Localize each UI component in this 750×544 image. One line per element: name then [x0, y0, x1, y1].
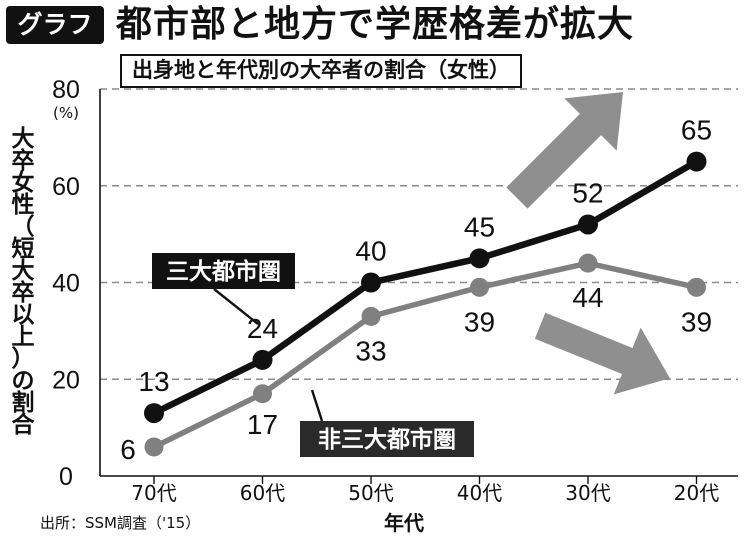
x-tick-70代: 70代 [131, 481, 176, 505]
series-1-point-4 [578, 253, 598, 273]
series-line-0 [152, 158, 699, 417]
series-0-data-label-5: 65 [681, 115, 712, 146]
series-0-point-5 [686, 151, 707, 172]
x-tick-60代: 60代 [240, 481, 285, 505]
series-1-point-5 [687, 277, 706, 297]
y-tick-20: 20 [52, 366, 80, 394]
series-1-data-label-2: 33 [355, 335, 386, 366]
series-0-data-label-3: 45 [464, 211, 495, 242]
series-0-point-3 [469, 248, 490, 269]
series-1-data-label-5: 39 [681, 306, 712, 337]
legend-urban-box [152, 253, 295, 289]
series-0-data-label-0: 13 [138, 366, 169, 397]
series-1-point-0 [144, 437, 164, 457]
series-0-point-2 [361, 272, 381, 293]
legend-urban-label: 三大都市圏 [166, 258, 281, 285]
series-1-data-label-0: 6 [120, 434, 136, 465]
legend-urban-leader [213, 288, 259, 325]
y-tick-0: 0 [59, 463, 73, 491]
series-0-point-0 [144, 403, 164, 424]
y-tick-80: 80 [52, 76, 80, 104]
legend-rural-box [300, 421, 474, 457]
legend-rural-leader [310, 389, 324, 422]
up-trend-arrow-shape [506, 91, 624, 209]
series-0-point-1 [252, 349, 273, 370]
x-tick-50代: 50代 [348, 481, 393, 505]
x-tick-30代: 30代 [565, 481, 610, 505]
series-1-point-3 [470, 277, 489, 297]
up-trend-arrow [506, 91, 624, 209]
y-axis-label: 大卒女性（短大卒以上）の割合 [11, 126, 35, 438]
y-tick-40: 40 [52, 270, 80, 298]
series-1-point-2 [361, 306, 381, 326]
y-unit-label: (%) [53, 104, 79, 122]
legend-rural-label: 非三大都市圏 [318, 426, 456, 453]
x-axis-title: 年代 [384, 511, 424, 535]
series-0-point-4 [578, 214, 598, 235]
series-1-point-1 [253, 384, 272, 404]
source-note: 出所：SSM調査（'15） [40, 514, 201, 532]
x-tick-20代: 20代 [674, 481, 719, 505]
series-1-data-label-3: 39 [464, 306, 495, 337]
series-1-data-label-1: 17 [247, 409, 278, 440]
series-0-data-label-2: 40 [355, 236, 386, 267]
flat-trend-arrow-shape [534, 312, 670, 395]
chart-subtitle: 出身地と年代別の大卒者の割合（女性） [120, 54, 522, 88]
page-title: 都市部と地方で学歴格差が拡大 [116, 4, 635, 45]
series-1-data-label-4: 44 [572, 282, 603, 313]
graph-badge: グラフ [6, 6, 104, 44]
x-tick-40代: 40代 [457, 481, 502, 505]
y-tick-60: 60 [52, 173, 80, 201]
series-line-1 [152, 260, 698, 450]
series-0-data-label-4: 52 [572, 177, 603, 208]
flat-trend-arrow [534, 312, 670, 395]
